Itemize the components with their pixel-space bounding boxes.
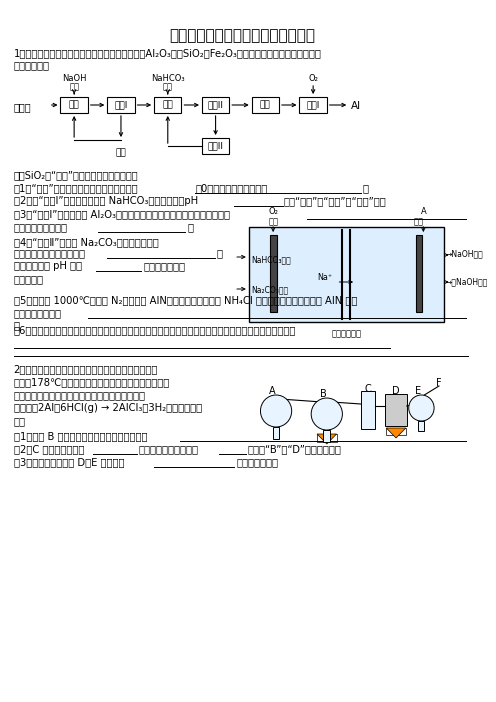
- Text: 铝及其化合物化学实验及化工流程题: 铝及其化合物化学实验及化工流程题: [169, 28, 315, 43]
- Bar: [202, 97, 229, 113]
- Text: （2）向“过滤Ⅰ”所得滤液中加入 NaHCO₃溶液，溶液的pH: （2）向“过滤Ⅰ”所得滤液中加入 NaHCO₃溶液，溶液的pH: [14, 196, 198, 206]
- Text: 0: 0: [195, 183, 267, 193]
- Text: 过滤I: 过滤I: [114, 100, 127, 110]
- Text: 2．无水氯化铝是有机化工常用催化剂，其外观为白色: 2．无水氯化铝是有机化工常用催化剂，其外观为白色: [14, 364, 158, 374]
- Bar: [273, 427, 279, 439]
- Text: 变、变小）: 变、变小）: [14, 274, 44, 284]
- Text: D: D: [392, 386, 400, 396]
- Text: 白雾。实验室用下装置制备少量无水氯化铝，其反: 白雾。实验室用下装置制备少量无水氯化铝，其反: [14, 390, 146, 400]
- Text: 备，其主要原因是: 备，其主要原因是: [14, 308, 62, 318]
- Bar: [317, 434, 337, 442]
- Text: 。: 。: [363, 183, 369, 193]
- Text: （选填“B”或“D”）处酒精灯。: （选填“B”或“D”）处酒精灯。: [248, 444, 342, 454]
- Text: 。: 。: [187, 222, 193, 232]
- Text: 电解II: 电解II: [208, 142, 224, 150]
- Text: 应原理：2Al＋6HCl(g) → 2AlCl₃＋3H₂，完成下列填: 应原理：2Al＋6HCl(g) → 2AlCl₃＋3H₂，完成下列填: [14, 403, 202, 413]
- Text: 阴极的电极反应式为: 阴极的电极反应式为: [14, 222, 67, 232]
- Text: B: B: [319, 389, 326, 399]
- Text: A: A: [421, 207, 426, 216]
- Text: （5）铝粉在 1000℃时可与 N₂反应制备 AlN，在铝粉中添加少量 NH₄Cl 固体并充分混合，有利于 AlN 的制: （5）铝粉在 1000℃时可与 N₂反应制备 AlN，在铝粉中添加少量 NH₄C…: [14, 295, 357, 305]
- Text: NaHCO₃: NaHCO₃: [151, 74, 185, 83]
- Text: Na⁺: Na⁺: [317, 273, 332, 282]
- Text: （填“增大”、“不变”或“减小”）。: （填“增大”、“不变”或“减小”）。: [284, 196, 386, 206]
- Text: 阳极: 阳极: [268, 217, 278, 226]
- Text: （选填字母）。: （选填字母）。: [236, 457, 278, 467]
- Text: NaHCO₃溶液: NaHCO₃溶液: [251, 255, 292, 264]
- Text: 溶液: 溶液: [69, 82, 79, 91]
- Text: 反应: 反应: [162, 100, 173, 110]
- Text: F: F: [436, 378, 442, 388]
- Text: 固体，178℃时升华，极易潮解，遇水后会发热并产生: 固体，178℃时升华，极易潮解，遇水后会发热并产生: [14, 377, 170, 387]
- Text: →稀NaOH溶液: →稀NaOH溶液: [446, 277, 488, 286]
- Text: ，进行实验时应先点燃: ，进行实验时应先点燃: [138, 444, 198, 454]
- Text: 滤渣: 滤渣: [116, 148, 126, 157]
- Text: （3）“电解Ⅰ”是电解熔融 Al₂O₃，电解过程中作阳极的石墨易消耗，原因是: （3）“电解Ⅰ”是电解熔融 Al₂O₃，电解过程中作阳极的石墨易消耗，原因是: [14, 209, 230, 219]
- Circle shape: [409, 395, 434, 421]
- Text: 所示。阳极的电极反应式为: 所示。阳极的电极反应式为: [14, 248, 86, 258]
- Text: （3）用铝箔导管连接 D、E 的目的是: （3）用铝箔导管连接 D、E 的目的是: [14, 457, 124, 467]
- Text: 空：: 空：: [14, 416, 26, 426]
- Text: 电解I: 电解I: [307, 100, 320, 110]
- Text: C: C: [365, 384, 371, 394]
- Text: Na₂CO₃溶液: Na₂CO₃溶液: [251, 285, 289, 294]
- Text: 阳离子交换膜: 阳离子交换膜: [331, 329, 361, 338]
- Text: →NaOH溶液: →NaOH溶液: [446, 249, 484, 258]
- Bar: [202, 138, 229, 154]
- Text: 。: 。: [14, 320, 20, 330]
- Text: 铝土矿: 铝土矿: [14, 102, 31, 112]
- Bar: [385, 394, 407, 426]
- Text: （1）“碱溶”时生成偏铝酸钓的离子方程式为: （1）“碱溶”时生成偏铝酸钓的离子方程式为: [14, 183, 138, 193]
- Polygon shape: [317, 434, 337, 444]
- Bar: [386, 428, 406, 435]
- Text: 碱溶: 碱溶: [69, 100, 79, 110]
- Text: 艺流程如下：: 艺流程如下：: [14, 60, 50, 70]
- Text: 。（填变大、不: 。（填变大、不: [143, 261, 186, 271]
- Text: 阳极处溶液的 pH 变化: 阳极处溶液的 pH 变化: [14, 261, 82, 271]
- Polygon shape: [386, 428, 406, 438]
- Bar: [249, 227, 444, 322]
- Text: E: E: [416, 386, 422, 396]
- Bar: [154, 97, 182, 113]
- Circle shape: [311, 398, 342, 430]
- Text: ，: ，: [217, 248, 223, 258]
- Circle shape: [260, 395, 292, 427]
- Text: （1）写出 B 处烧瓶中发生反应的化学方程式：: （1）写出 B 处烧瓶中发生反应的化学方程式：: [14, 431, 147, 441]
- Bar: [323, 430, 330, 442]
- Bar: [251, 97, 279, 113]
- Text: 溶液: 溶液: [163, 82, 173, 91]
- Text: Al: Al: [351, 101, 361, 111]
- Text: O₂: O₂: [268, 207, 278, 216]
- Text: A: A: [269, 386, 275, 396]
- Text: 炒烧: 炒烧: [260, 100, 271, 110]
- Bar: [107, 97, 134, 113]
- Text: （2）C 中盛有的试剂为: （2）C 中盛有的试剂为: [14, 444, 84, 454]
- Text: 1．铝是应用广泛的金属，以铝土矿（主要成分为Al₂O₃，含SiO₂和Fe₂O₃等杂质）为原料制备铝的一种工: 1．铝是应用广泛的金属，以铝土矿（主要成分为Al₂O₃，含SiO₂和Fe₂O₃等…: [14, 48, 321, 58]
- Bar: [416, 235, 423, 312]
- Text: 阴极: 阴极: [414, 217, 424, 226]
- Bar: [419, 421, 425, 431]
- Text: O₂: O₂: [308, 74, 318, 83]
- Text: （4）“电解Ⅱ”是电解 Na₂CO₃溶液，原理如图: （4）“电解Ⅱ”是电解 Na₂CO₃溶液，原理如图: [14, 237, 158, 247]
- Text: 过滤II: 过滤II: [208, 100, 224, 110]
- Bar: [270, 235, 277, 312]
- Text: NaOH: NaOH: [62, 74, 86, 83]
- Text: 注：SiO₂在“碱溶”时转化为铝确酸钓沉淀。: 注：SiO₂在“碱溶”时转化为铝确酸钓沉淀。: [14, 170, 138, 180]
- Bar: [61, 97, 88, 113]
- Text: （6）铝也可用于生产氬氧化钓，该物质遇水发生劇烈反应，且反应产生大量气体，其反应的化学方程式为: （6）铝也可用于生产氬氧化钓，该物质遇水发生劇烈反应，且反应产生大量气体，其反应…: [14, 325, 296, 335]
- Bar: [361, 391, 374, 429]
- Bar: [300, 97, 327, 113]
